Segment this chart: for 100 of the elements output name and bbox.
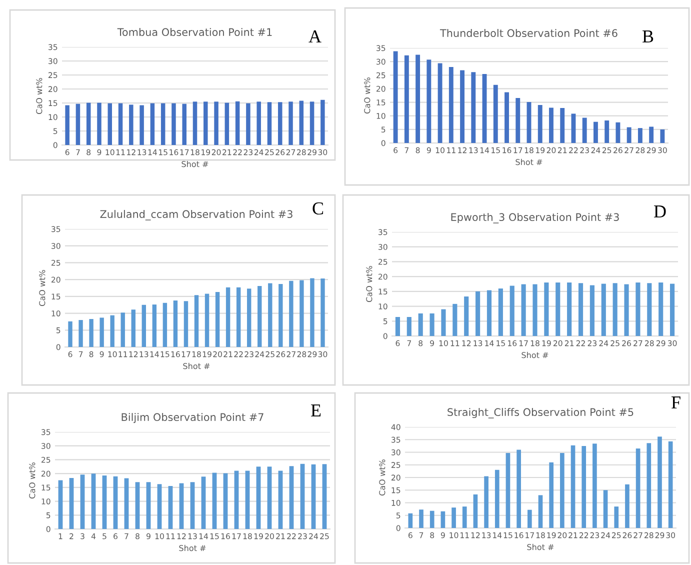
x-axis-title: Shot # bbox=[522, 352, 548, 358]
bar bbox=[300, 464, 305, 529]
bar bbox=[538, 495, 543, 528]
bar bbox=[624, 284, 629, 336]
bar bbox=[419, 510, 424, 528]
bar bbox=[120, 312, 125, 347]
y-axis-title: CaO wt% bbox=[36, 78, 42, 114]
bar bbox=[460, 70, 465, 143]
bar bbox=[256, 466, 261, 529]
chart-title: Tombua Observation Point #1 bbox=[117, 28, 272, 36]
bar bbox=[78, 320, 83, 347]
bar bbox=[441, 309, 446, 336]
bar bbox=[448, 67, 454, 143]
bar bbox=[521, 284, 526, 336]
y-axis-title: CaO wt% bbox=[379, 460, 386, 496]
bar bbox=[471, 72, 476, 143]
bar bbox=[571, 114, 576, 143]
bar bbox=[236, 287, 241, 347]
bar bbox=[625, 484, 630, 528]
bar bbox=[612, 283, 618, 336]
bar bbox=[590, 285, 594, 336]
bar bbox=[135, 482, 140, 529]
bar bbox=[416, 54, 420, 143]
bar bbox=[549, 462, 554, 528]
bar bbox=[190, 482, 195, 529]
bar bbox=[246, 288, 252, 347]
bar bbox=[430, 313, 434, 336]
bar bbox=[311, 464, 316, 529]
bar bbox=[452, 508, 456, 528]
bar bbox=[544, 282, 549, 336]
bar bbox=[152, 304, 157, 347]
bar bbox=[168, 486, 173, 529]
bar bbox=[567, 282, 572, 336]
bar bbox=[616, 122, 620, 143]
bar bbox=[484, 476, 488, 528]
bar bbox=[527, 510, 532, 528]
bar bbox=[506, 453, 510, 528]
bar bbox=[582, 118, 587, 143]
bar bbox=[668, 441, 673, 528]
bar bbox=[647, 283, 652, 336]
bar bbox=[278, 470, 283, 529]
bar bbox=[592, 444, 597, 528]
bar bbox=[124, 478, 129, 529]
bar bbox=[278, 284, 283, 347]
bar bbox=[184, 301, 188, 347]
bar bbox=[603, 490, 608, 528]
bar bbox=[526, 102, 532, 143]
bar bbox=[516, 98, 520, 143]
bar bbox=[267, 466, 272, 529]
bar bbox=[173, 300, 178, 347]
bar bbox=[418, 313, 423, 336]
bar bbox=[549, 108, 554, 143]
bar bbox=[408, 513, 413, 528]
bar bbox=[504, 92, 509, 143]
bar bbox=[604, 120, 610, 143]
bar bbox=[646, 443, 652, 528]
bar bbox=[102, 476, 107, 529]
text: D bbox=[654, 206, 666, 218]
bar bbox=[660, 129, 665, 143]
bar bbox=[516, 450, 521, 528]
bar bbox=[626, 127, 632, 143]
text: B bbox=[642, 30, 654, 42]
bar bbox=[464, 296, 469, 336]
bar bbox=[393, 51, 398, 143]
bar bbox=[204, 294, 210, 347]
bar bbox=[194, 295, 199, 347]
y-axis-title: CaO wt% bbox=[39, 270, 46, 306]
bar bbox=[110, 315, 114, 347]
text: E bbox=[311, 404, 321, 416]
bar bbox=[80, 474, 85, 529]
bar bbox=[322, 464, 327, 529]
bar bbox=[556, 282, 560, 336]
bar bbox=[601, 284, 606, 336]
x-axis-title: Shot # bbox=[183, 362, 210, 370]
chart-title: Zululand_ccam Observation Point #3 bbox=[100, 210, 292, 220]
bar bbox=[162, 302, 168, 347]
bar bbox=[570, 445, 576, 528]
bar bbox=[658, 282, 664, 336]
bar bbox=[289, 280, 294, 347]
bar bbox=[658, 436, 662, 528]
x-axis-title: Shot # bbox=[179, 544, 206, 552]
bar bbox=[538, 105, 542, 143]
bar bbox=[614, 506, 619, 528]
bar bbox=[289, 466, 294, 529]
chart-title: Epworth_3 Observation Point #3 bbox=[451, 212, 619, 224]
bar bbox=[100, 318, 104, 347]
bar bbox=[560, 453, 564, 528]
bar bbox=[670, 284, 675, 336]
text: C bbox=[312, 202, 324, 215]
bar bbox=[636, 448, 640, 528]
bar bbox=[157, 484, 162, 529]
bar bbox=[430, 510, 434, 528]
bar bbox=[215, 292, 220, 347]
bar bbox=[473, 494, 478, 528]
chart-title: Thunderbolt Observation Point #6 bbox=[440, 28, 618, 38]
bar bbox=[582, 446, 586, 528]
bar bbox=[142, 304, 146, 347]
bar bbox=[212, 472, 217, 529]
bar bbox=[493, 84, 498, 143]
bar bbox=[310, 278, 314, 347]
